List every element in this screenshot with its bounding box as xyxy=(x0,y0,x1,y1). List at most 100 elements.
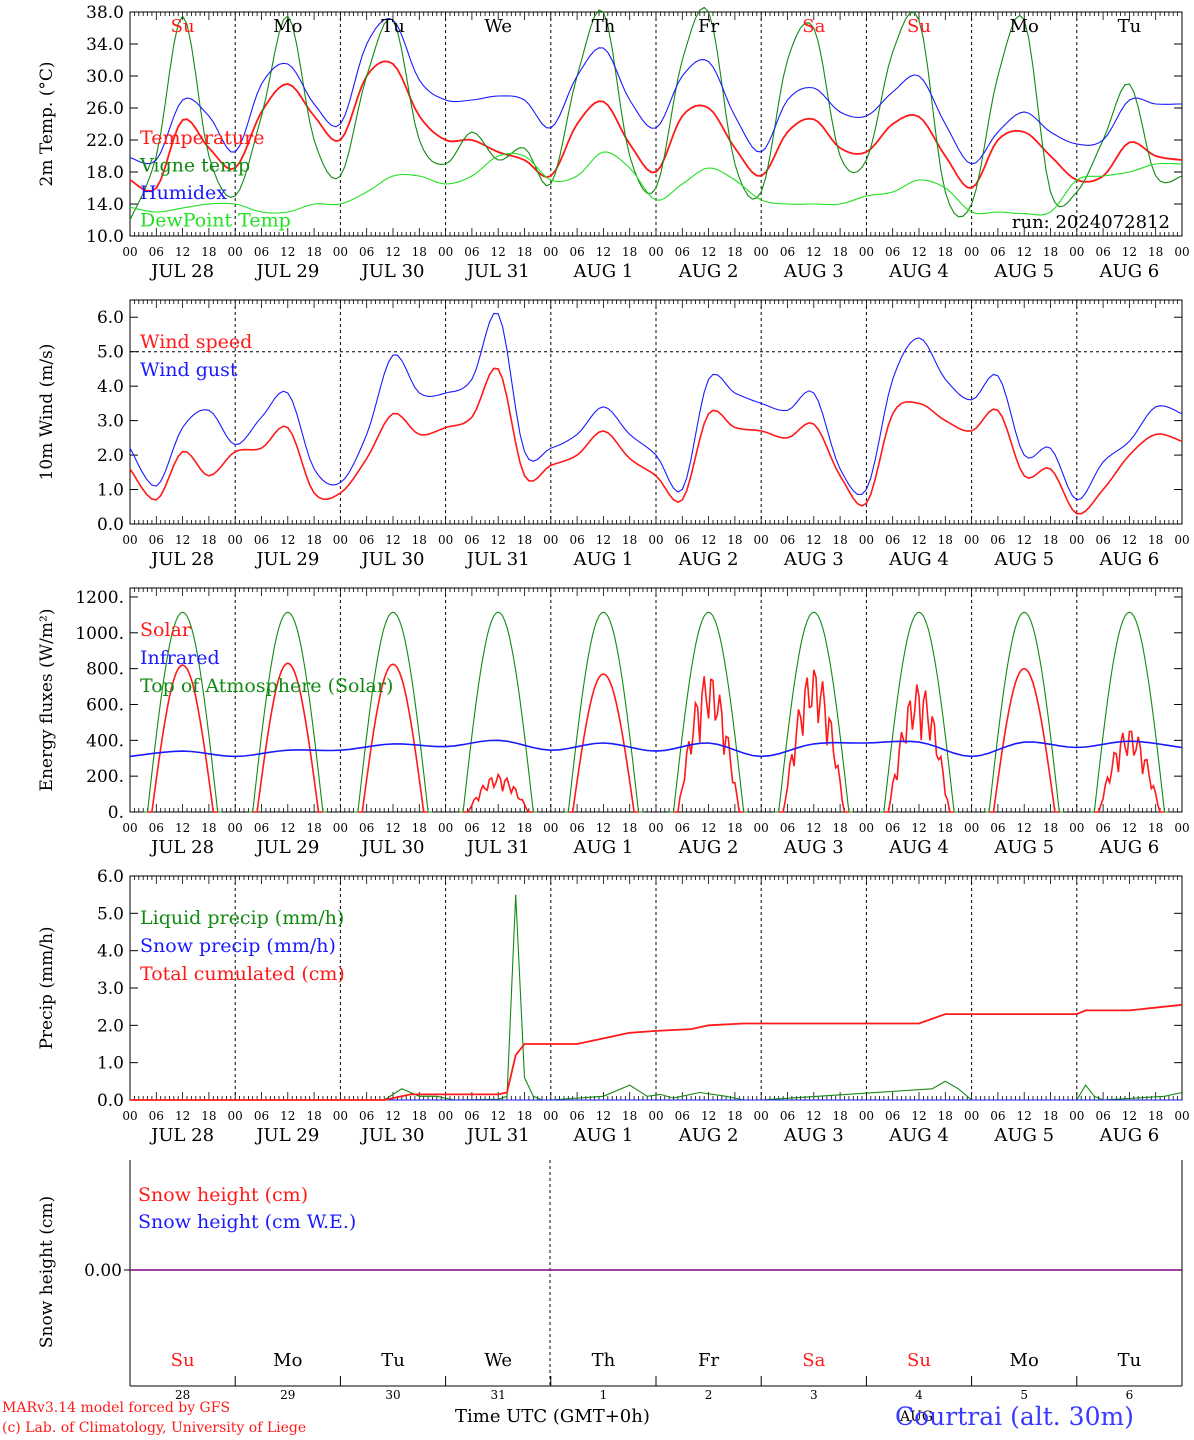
date-label: JUL 29 xyxy=(254,1125,319,1146)
weekday-label: Mo xyxy=(1010,16,1039,37)
date-label: AUG 6 xyxy=(1099,1125,1160,1146)
y-tick-label: 200. xyxy=(86,767,124,787)
date-label: JUL 30 xyxy=(360,549,425,570)
hour-label: 00 xyxy=(648,821,663,835)
hour-label: 06 xyxy=(990,821,1005,835)
hour-label: 06 xyxy=(569,245,584,259)
hour-label: 06 xyxy=(675,533,690,547)
legend-snow-precip-mm-h-: Snow precip (mm/h) xyxy=(140,935,336,957)
hour-label: 06 xyxy=(149,1109,164,1123)
hour-label: 00 xyxy=(648,1109,663,1123)
hour-label: 00 xyxy=(543,1109,558,1123)
weekday-label: We xyxy=(484,1350,512,1371)
hour-label: 18 xyxy=(306,245,321,259)
hour-label: 12 xyxy=(1122,245,1137,259)
hour-label: 00 xyxy=(333,533,348,547)
hour-label: 18 xyxy=(517,245,532,259)
legend-snow-height-cm-w-e-: Snow height (cm W.E.) xyxy=(138,1211,356,1233)
date-number-label: 2 xyxy=(705,1388,713,1402)
hour-label: 06 xyxy=(1095,533,1110,547)
hour-label: 06 xyxy=(780,245,795,259)
hour-label: 12 xyxy=(701,533,716,547)
hour-label: 12 xyxy=(385,245,400,259)
hour-label: 18 xyxy=(1043,1109,1058,1123)
series-dewpoint-temp xyxy=(129,151,1183,216)
weekday-label: Sa xyxy=(802,1350,825,1371)
weekday-label: Mo xyxy=(1010,1350,1039,1371)
hour-label: 00 xyxy=(333,821,348,835)
hour-label: 06 xyxy=(675,1109,690,1123)
legend-solar: Solar xyxy=(140,619,192,641)
legend-vigne-temp: Vigne temp xyxy=(139,155,250,177)
hour-label: 18 xyxy=(201,1109,216,1123)
hour-label: 06 xyxy=(780,1109,795,1123)
hour-label: 12 xyxy=(491,1109,506,1123)
hour-label: 06 xyxy=(990,533,1005,547)
hour-label: 00 xyxy=(228,1109,243,1123)
run-label: run: 2024072812 xyxy=(1012,212,1170,233)
date-label: JUL 29 xyxy=(254,261,319,282)
hour-label: 12 xyxy=(385,1109,400,1123)
y-tick-label: 400. xyxy=(86,731,124,751)
hour-label: 18 xyxy=(201,245,216,259)
weekday-label: Su xyxy=(907,1350,931,1371)
hour-label: 12 xyxy=(1017,533,1032,547)
hour-label: 18 xyxy=(727,1109,742,1123)
hour-label: 18 xyxy=(727,821,742,835)
hour-label: 06 xyxy=(885,533,900,547)
legend-total-cumulated-cm-: Total cumulated (cm) xyxy=(140,963,345,985)
date-label: AUG 2 xyxy=(678,549,739,570)
hour-label: 12 xyxy=(1122,1109,1137,1123)
series-wind-speed xyxy=(129,367,1183,515)
hour-label: 00 xyxy=(122,533,137,547)
hour-label: 12 xyxy=(911,821,926,835)
date-label: AUG 5 xyxy=(993,261,1054,282)
date-label: JUL 31 xyxy=(465,1125,530,1146)
hour-label: 00 xyxy=(438,245,453,259)
x-axis-title: Time UTC (GMT+0h) xyxy=(455,1406,650,1427)
date-number-label: 4 xyxy=(915,1388,923,1402)
date-label: AUG 5 xyxy=(993,549,1054,570)
hour-label: 00 xyxy=(754,821,769,835)
hour-label: 12 xyxy=(385,821,400,835)
hour-label: 12 xyxy=(1122,821,1137,835)
hour-label: 00 xyxy=(1069,245,1084,259)
date-label: AUG 5 xyxy=(993,1125,1054,1146)
hour-label: 06 xyxy=(254,533,269,547)
date-label: JUL 28 xyxy=(149,1125,214,1146)
y-tick-label: 22.0 xyxy=(86,131,124,151)
weekday-label: Sa xyxy=(802,16,825,37)
hour-label: 00 xyxy=(859,245,874,259)
weekday-label: Tu xyxy=(381,16,405,37)
date-label: JUL 29 xyxy=(254,837,319,858)
date-number-label: 5 xyxy=(1020,1388,1028,1402)
date-number-label: 28 xyxy=(175,1388,190,1402)
hour-label: 12 xyxy=(491,533,506,547)
y-tick-label: 1.0 xyxy=(97,1054,124,1074)
hour-label: 12 xyxy=(280,533,295,547)
y-tick-label: 0.0 xyxy=(97,515,124,535)
weekday-label: We xyxy=(484,16,512,37)
date-label: JUL 31 xyxy=(465,837,530,858)
hour-label: 18 xyxy=(517,821,532,835)
weekday-label: Tu xyxy=(1118,16,1142,37)
hour-ticks xyxy=(129,876,1183,1100)
legend-wind-gust: Wind gust xyxy=(140,359,238,381)
hour-label: 00 xyxy=(754,533,769,547)
y-tick-label: 1200. xyxy=(75,588,124,608)
hour-label: 00 xyxy=(228,245,243,259)
hour-label: 06 xyxy=(149,533,164,547)
weekday-label: Su xyxy=(907,16,931,37)
hour-label: 12 xyxy=(175,245,190,259)
hour-label: 00 xyxy=(122,821,137,835)
hour-label: 18 xyxy=(412,245,427,259)
hour-label: 00 xyxy=(859,533,874,547)
date-label: AUG 1 xyxy=(573,549,634,570)
date-number-label: 6 xyxy=(1126,1388,1134,1402)
y-tick-label: 38.0 xyxy=(86,3,124,23)
legend-top-of-atmosphere-solar-: Top of Atmosphere (Solar) xyxy=(140,675,393,697)
series-top-of-atmosphere-solar xyxy=(143,611,1169,813)
hour-label: 06 xyxy=(990,245,1005,259)
hour-label: 12 xyxy=(491,245,506,259)
